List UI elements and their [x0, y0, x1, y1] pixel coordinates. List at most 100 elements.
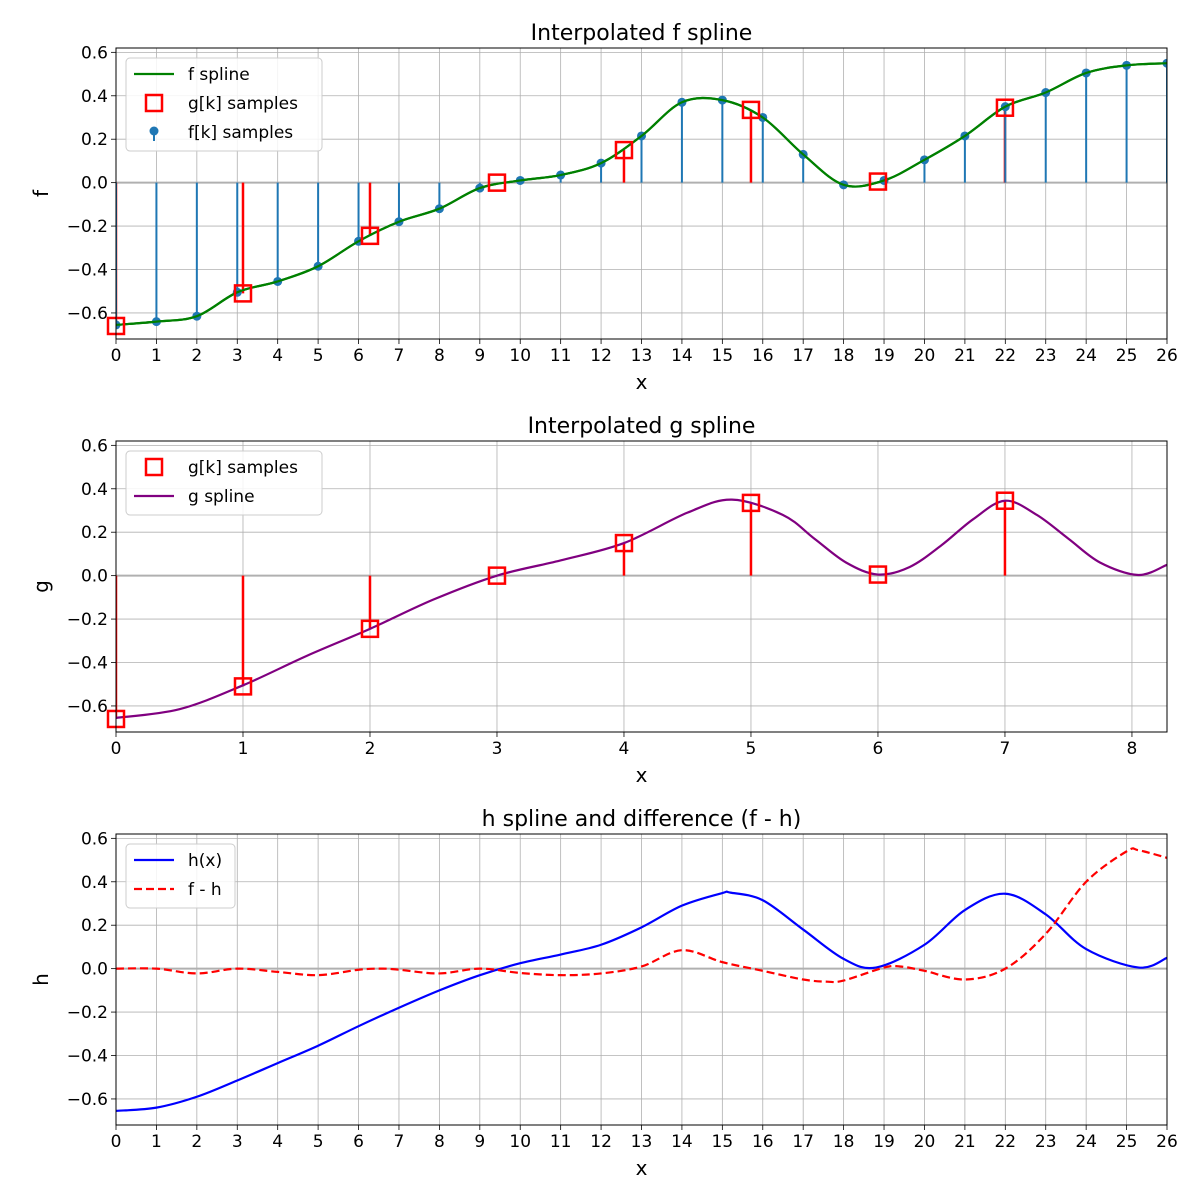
legend-label: g[k] samples	[188, 458, 298, 478]
x-tick-label: 12	[590, 346, 612, 366]
x-tick-label: 11	[550, 346, 572, 366]
x-tick-label: 21	[954, 346, 976, 366]
y-tick-label: −0.6	[67, 304, 108, 324]
series-line-g-spline	[116, 498, 1167, 719]
x-tick-label: 5	[746, 739, 757, 759]
y-tick-label: 0.2	[81, 130, 108, 150]
x-tick-label: 23	[1035, 346, 1057, 366]
x-tick-label: 2	[365, 739, 376, 759]
x-tick-label: 4	[272, 346, 283, 366]
legend: h(x) f - h	[125, 843, 236, 909]
x-tick-label: 12	[590, 1132, 612, 1152]
y-tick-label: 0.6	[81, 829, 108, 849]
x-tick-label: 8	[434, 1132, 445, 1152]
plot-area	[116, 847, 1167, 1112]
y-tick-label: 0.6	[81, 43, 108, 63]
x-tick-label: 26	[1156, 1132, 1178, 1152]
legend: g[k] samples g spline	[125, 450, 323, 516]
y-tick-label: 0.0	[81, 960, 108, 980]
square-marker	[360, 619, 380, 639]
square-marker	[233, 677, 253, 696]
chart-title: Interpolated f spline	[531, 21, 753, 46]
axes-frame	[115, 440, 1168, 733]
x-tick-label: 13	[631, 1132, 653, 1152]
x-tick-label: 16	[752, 346, 774, 366]
x-tick-label: 19	[873, 346, 895, 366]
plot-area	[116, 498, 1167, 719]
legend-square-swatch	[144, 93, 164, 113]
y-tick-label: −0.4	[67, 261, 108, 281]
x-axis-label: x	[636, 1156, 648, 1180]
legend: f spline g[k] samples f[k] samples	[125, 57, 323, 152]
x-tick-label: 7	[394, 346, 405, 366]
legend-frame	[125, 57, 323, 152]
axes-frame	[115, 833, 1168, 1126]
y-axis-label: h	[29, 973, 53, 986]
square-marker	[995, 98, 1015, 117]
square-marker	[868, 172, 888, 191]
x-tick-label: 1	[151, 1132, 162, 1152]
x-tick-label: 16	[752, 1132, 774, 1152]
panel-1: 0 1 2 3 4 5 6 7 8 9 10 11 12 13 14 15 16 17 18 19 20 21 22 23 24…	[29, 21, 1178, 394]
y-tick-label: −0.2	[67, 610, 108, 630]
legend-label: g[k] samples	[188, 94, 298, 114]
legend-square-swatch	[144, 457, 164, 477]
y-tick-label: 0.2	[81, 523, 108, 543]
x-tick-label: 9	[474, 346, 485, 366]
x-tick-label: 11	[550, 1132, 572, 1152]
x-tick-label: 20	[914, 346, 936, 366]
x-tick-label: 1	[151, 346, 162, 366]
x-tick-label: 25	[1116, 1132, 1138, 1152]
x-tick-label: 15	[712, 346, 734, 366]
x-axis-label: x	[636, 370, 648, 394]
x-tick-label: 19	[873, 1132, 895, 1152]
y-tick-label: 0.4	[81, 873, 108, 893]
chart-title: Interpolated g spline	[528, 414, 756, 439]
x-tick-label: 5	[313, 346, 324, 366]
square-marker	[868, 565, 888, 584]
y-tick-label: 0.6	[81, 436, 108, 456]
x-tick-label: 22	[994, 346, 1016, 366]
x-tick-label: 4	[619, 739, 630, 759]
y-tick-label: 0.0	[81, 174, 108, 194]
y-tick-label: −0.2	[67, 1003, 108, 1023]
y-axis-label: f	[29, 189, 53, 197]
plot-area	[116, 58, 1167, 330]
y-tick-label: 0.2	[81, 916, 108, 936]
x-tick-label: 26	[1156, 346, 1178, 366]
square-marker	[741, 493, 761, 513]
y-tick-label: −0.2	[67, 217, 108, 237]
x-tick-label: 3	[492, 739, 503, 759]
panel-3: 0 1 2 3 4 5 6 7 8 9 10 11 12 13 14 15 16 17 18 19 20 21 22 23 24…	[29, 807, 1178, 1180]
x-tick-label: 14	[671, 1132, 693, 1152]
x-axis-label: x	[636, 763, 648, 787]
x-tick-label: 7	[394, 1132, 405, 1152]
square-marker	[487, 173, 507, 192]
y-axis-label: g	[29, 580, 53, 593]
x-tick-label: 2	[191, 1132, 202, 1152]
y-tick-label: −0.4	[67, 654, 108, 674]
x-tick-label: 0	[111, 346, 122, 366]
x-tick-label: 8	[434, 346, 445, 366]
axes-frame	[115, 47, 1168, 340]
x-tick-label: 10	[509, 346, 531, 366]
square-marker	[487, 566, 507, 585]
square-marker	[995, 491, 1015, 510]
y-tick-label: 0.0	[81, 567, 108, 587]
x-tick-label: 13	[631, 346, 653, 366]
x-tick-label: 21	[954, 1132, 976, 1152]
y-tick-label: −0.6	[67, 697, 108, 717]
x-tick-label: 0	[111, 1132, 122, 1152]
x-tick-label: 7	[1000, 739, 1011, 759]
legend-label: g spline	[188, 487, 255, 507]
legend-label: h(x)	[188, 851, 222, 871]
x-tick-label: 17	[792, 1132, 814, 1152]
square-marker	[741, 100, 761, 120]
x-tick-label: 3	[232, 346, 243, 366]
y-tick-label: 0.4	[81, 480, 108, 500]
x-tick-label: 24	[1075, 346, 1097, 366]
series-line-f-h	[116, 847, 1167, 984]
legend-dot-swatch	[149, 126, 159, 136]
x-tick-label: 6	[353, 346, 364, 366]
